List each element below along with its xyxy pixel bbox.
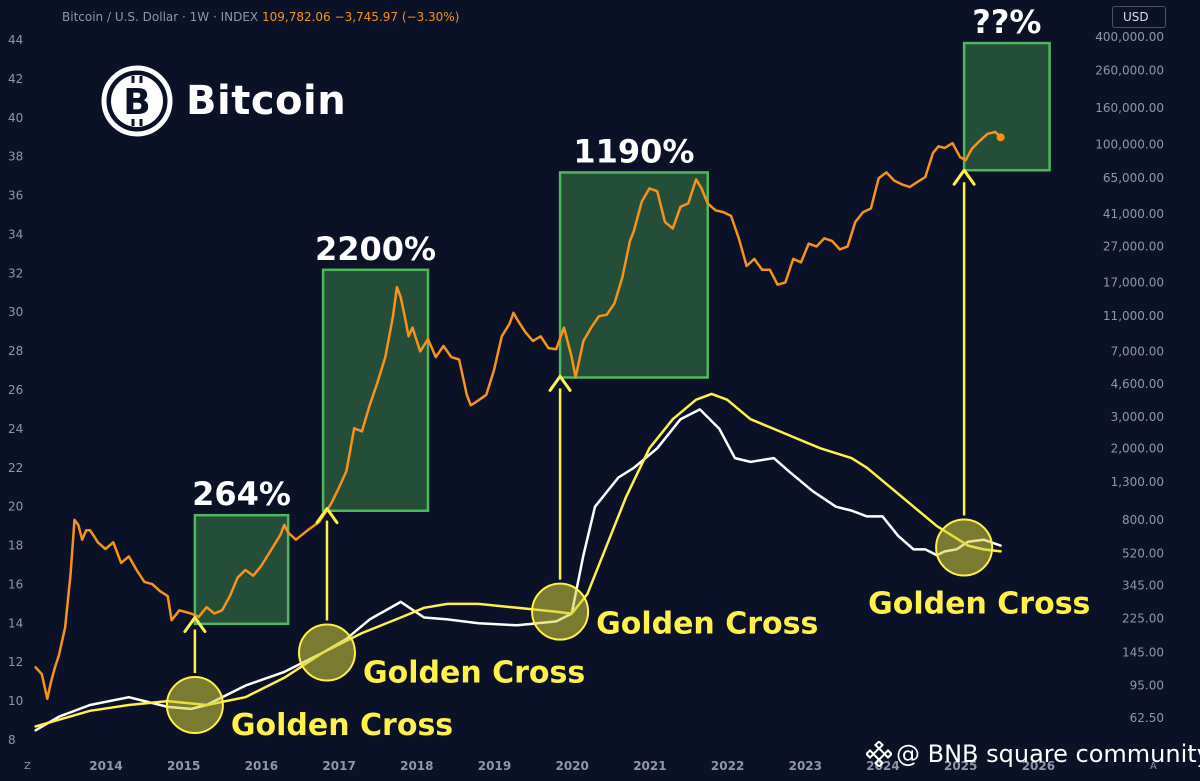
right-tick-label: 100,000.00 (1095, 138, 1164, 152)
x-tick-label: 2025 (944, 759, 977, 773)
left-tick-label: 28 (8, 344, 23, 358)
x-tick-label: 2022 (711, 759, 744, 773)
bitcoin-icon: B (101, 65, 173, 137)
left-tick-label: 10 (8, 694, 23, 708)
left-tick-label: 16 (8, 577, 23, 591)
right-tick-label: 160,000.00 (1095, 101, 1164, 115)
right-tick-label: 800.00 (1122, 513, 1164, 527)
right-tick-label: 62.50 (1130, 711, 1164, 725)
right-tick-label: 2,000.00 (1111, 442, 1164, 456)
bnb-icon (866, 741, 892, 767)
right-tick-label: 1,300.00 (1111, 475, 1164, 489)
golden-cross-arrowhead (952, 168, 976, 186)
left-tick-label: 26 (8, 383, 23, 397)
golden-cross-circle (165, 676, 224, 734)
watermark-text: @ BNB square community (896, 740, 1200, 768)
golden-cross-arrowhead (183, 616, 207, 633)
left-tick-label: 36 (8, 189, 23, 203)
right-tick-label: 17,000.00 (1103, 275, 1164, 289)
indicator-line-yellow (34, 392, 1002, 728)
currency-selector[interactable]: USD (1112, 6, 1166, 28)
right-tick-label: 3,000.00 (1111, 410, 1164, 424)
x-tick-label: 2026 (1022, 759, 1055, 773)
x-tick-label: 2018 (400, 759, 433, 773)
logo-title: Bitcoin (186, 78, 347, 124)
right-tick-label: 65,000.00 (1103, 171, 1164, 185)
bitcoin-logo: B Bitcoin (100, 64, 346, 138)
left-tick-label: 42 (8, 72, 23, 86)
left-tick-label: 44 (8, 33, 23, 47)
x-axis-ticks: 2014 2015 2016 2017 2018 2019 2020 2021 2022 2023… (89, 759, 1055, 773)
right-tick-label: 225.00 (1122, 611, 1164, 625)
indicator-line-white (34, 408, 1002, 732)
left-tick-label: 24 (8, 422, 23, 436)
right-axis-ticks: 400,000.00 260,000.00 160,000.00 100,000.00… (1095, 30, 1164, 725)
golden-cross-label: Golden Cross (868, 587, 1090, 622)
golden-cross-label: Golden Cross (231, 708, 453, 743)
bitcoin-symbol: B (123, 82, 150, 123)
price-change: −3,745.97 (−3.30%) (334, 10, 460, 24)
x-tick-label: 2016 (245, 759, 278, 773)
golden-cross-circle (531, 582, 590, 641)
left-tick-label: 32 (8, 266, 23, 280)
x-tick-label: 2021 (633, 759, 666, 773)
right-tick-label: 4,600.00 (1111, 377, 1164, 391)
gain-label: ??% (972, 3, 1041, 41)
left-tick-label: 12 (8, 655, 23, 669)
left-tick-label: 22 (8, 461, 23, 475)
gain-labels: 264% 2200% 1190%??% (192, 3, 1041, 513)
right-tick-label: 95.00 (1130, 678, 1164, 692)
golden-cross-arrowhead (548, 374, 572, 392)
right-tick-label: 400,000.00 (1095, 30, 1164, 44)
golden-cross-arrowhead (315, 507, 339, 525)
left-tick-label: 34 (8, 227, 23, 241)
golden-cross-markers: Golden Cross Golden Cross Golden Cross Gold… (165, 168, 1090, 743)
symbol-label: Bitcoin / U.S. Dollar · 1W · INDEX (62, 10, 259, 24)
chart-header: Bitcoin / U.S. Dollar · 1W · INDEX 109,7… (62, 10, 459, 24)
golden-cross-circle (935, 518, 994, 577)
last-price-dot (996, 133, 1005, 142)
series-lines (34, 130, 1005, 732)
left-tick-label: 14 (8, 616, 23, 630)
gain-label: 1190% (573, 132, 694, 170)
left-tick-label: 30 (8, 305, 23, 319)
corner-tag-right: A (1150, 761, 1157, 772)
golden-cross-label: Golden Cross (363, 656, 585, 691)
price-line (34, 130, 1002, 701)
left-tick-label: 8 (8, 733, 16, 747)
x-tick-label: 2023 (789, 759, 822, 773)
x-tick-label: 2020 (555, 759, 588, 773)
corner-tag-left: Z (24, 761, 31, 772)
right-tick-label: 520.00 (1122, 546, 1164, 560)
left-tick-label: 18 (8, 539, 23, 553)
left-tick-label: 20 (8, 500, 23, 514)
x-tick-label: 2019 (478, 759, 511, 773)
gain-label: 264% (192, 475, 291, 513)
left-axis-ticks: 8 10 12 14 16 18 20 22 24 26 28 30 32 34 36 38 40 42 44 (8, 33, 23, 747)
x-tick-label: 2017 (322, 759, 355, 773)
left-tick-label: 38 (8, 150, 23, 164)
golden-cross-circle (297, 623, 356, 682)
right-tick-label: 11,000.00 (1103, 309, 1164, 323)
right-tick-label: 345.00 (1122, 578, 1164, 592)
golden-cross-label: Golden Cross (596, 607, 818, 642)
right-tick-label: 27,000.00 (1103, 239, 1164, 253)
gain-box (962, 41, 1051, 172)
right-tick-label: 260,000.00 (1095, 63, 1164, 77)
x-tick-label: 2015 (167, 759, 200, 773)
right-tick-label: 41,000.00 (1103, 207, 1164, 221)
gain-box (193, 513, 290, 626)
right-tick-label: 145.00 (1122, 646, 1164, 660)
x-tick-label: 2014 (89, 759, 122, 773)
last-price: 109,782.06 (261, 10, 331, 24)
gain-label: 2200% (315, 230, 436, 268)
watermark: @ BNB square community (866, 740, 1200, 768)
right-tick-label: 7,000.00 (1111, 344, 1164, 358)
left-tick-label: 40 (8, 111, 23, 125)
